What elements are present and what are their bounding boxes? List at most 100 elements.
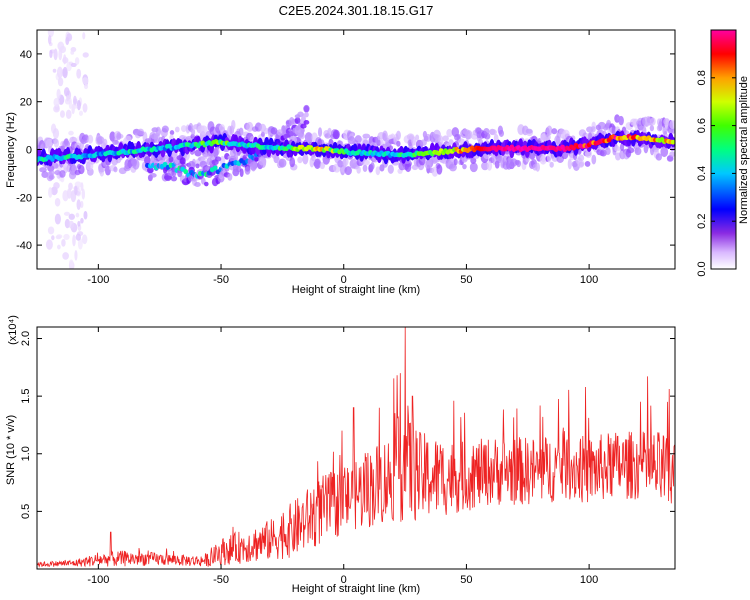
spectrogram-halo-cell	[584, 161, 591, 167]
spectrogram-halo-cell	[362, 164, 368, 172]
spectrogram-halo-cell	[423, 133, 432, 142]
spectrogram-noise-cell	[70, 50, 75, 55]
spectrogram-noise-cell	[80, 200, 84, 209]
spectrogram-halo-cell	[433, 129, 441, 140]
snr-y-tick-label: 1.0	[20, 446, 32, 461]
spectrogram-halo-cell	[510, 158, 518, 167]
spectrogram-halo-cell	[655, 153, 662, 161]
spectrogram-cells	[37, 30, 675, 269]
spectrogram-halo-cell	[78, 164, 85, 175]
snr-y-tick-label: 1.5	[20, 388, 32, 403]
spectrogram-halo-cell	[663, 118, 670, 126]
spectrogram-halo-cell	[48, 174, 55, 180]
spectrogram-x-tick-label: -50	[213, 274, 229, 286]
colorbar-label: Normalized spectral amplitude	[738, 76, 750, 224]
spectrogram-halo-cell	[516, 160, 522, 168]
spectrogram-cell	[289, 130, 295, 137]
spectrogram-halo-cell	[535, 162, 541, 172]
spectrogram-halo-cell	[649, 125, 655, 132]
spectrogram-noise-cell	[68, 182, 73, 191]
colorbar-ticks: 0.0 0.2 0.4 0.6 0.8	[696, 70, 736, 277]
snr-y-axis: 0.5 1.0 1.5 2.0	[20, 331, 675, 519]
spectrogram-noise-cell	[57, 77, 64, 87]
spectrogram-noise-cell	[56, 234, 63, 239]
spectrogram-halo-cell	[149, 173, 157, 178]
spectrogram-noise-cell	[53, 182, 60, 189]
spectrogram-halo-cell	[626, 147, 635, 154]
spectrogram-halo-cell	[39, 167, 47, 173]
spectrogram-noise-cell	[62, 66, 68, 79]
snr-x-tick-label: 0	[341, 574, 347, 586]
spectrogram-halo-cell	[584, 149, 593, 159]
colorbar-gradient	[710, 29, 737, 270]
spectrogram-noise-cell	[76, 199, 81, 211]
snr-x-tick-label: -100	[87, 574, 109, 586]
spectrogram-halo-cell	[249, 161, 258, 171]
spectrogram-halo-cell	[170, 175, 178, 182]
spectrogram-halo-cell	[619, 143, 625, 151]
spectrogram-halo-cell	[303, 104, 310, 113]
spectrogram-halo-cell	[354, 135, 362, 144]
spectrogram-halo-cell	[303, 120, 310, 125]
spectrogram-halo-cell	[242, 154, 247, 161]
spectrogram-halo-cell	[395, 130, 401, 140]
spectrogram-x-tick-label: 50	[460, 274, 472, 286]
spectrogram-halo-cell	[311, 154, 316, 162]
spectrogram-halo-cell	[180, 125, 187, 133]
spectrogram-halo-cell	[87, 134, 94, 144]
spectrogram-x-tick-label: 0	[341, 274, 347, 286]
spectrogram-noise-cell	[81, 188, 86, 200]
spectrogram-noise-cell	[74, 249, 78, 261]
spectrogram-halo-cell	[278, 158, 287, 168]
spectrogram-halo-cell	[227, 173, 233, 181]
spectrogram-halo-cell	[375, 166, 381, 176]
spectrogram-halo-cell	[616, 116, 624, 122]
snr-plot-area	[37, 327, 675, 569]
spectrogram-halo-cell	[302, 153, 309, 165]
spectrogram-halo-cell	[238, 127, 244, 136]
spectrogram-halo-cell	[204, 181, 209, 187]
spectrogram-halo-cell	[147, 166, 154, 174]
colorbar: 0.0 0.2 0.4 0.6 0.8 Normalized spectral ampl…	[696, 29, 750, 277]
spectrogram-halo-cell	[332, 129, 340, 140]
spectrogram-noise-cell	[83, 210, 88, 220]
spectrogram-y-label: Frequency (Hz)	[5, 112, 17, 188]
spectrogram-halo-cell	[387, 164, 394, 174]
spectrogram-noise-cell	[70, 62, 77, 68]
spectrogram-noise-cell	[63, 87, 70, 97]
spectrogram-noise-cell	[49, 49, 53, 59]
spectrogram-halo-cell	[187, 125, 192, 131]
spectrogram-noise-cell	[72, 104, 78, 109]
spectrogram-halo-cell	[297, 132, 304, 139]
spectrogram-halo-cell	[307, 133, 313, 143]
spectrogram-halo-cell	[549, 161, 554, 168]
spectrogram-noise-cell	[82, 52, 89, 58]
spectrogram-x-tick-label: -100	[87, 274, 109, 286]
spectrogram-noise-cell	[68, 213, 76, 220]
colorbar-tick-label: 0.8	[696, 70, 708, 85]
spectrogram-noise-cell	[53, 97, 60, 107]
spectrogram-noise-cell	[82, 32, 86, 40]
spectrogram-noise-cell	[65, 109, 72, 120]
spectrogram-noise-cell	[52, 68, 57, 73]
spectrogram-noise-cell	[80, 217, 84, 224]
spectrogram-halo-cell	[246, 121, 254, 132]
spectrogram-halo-cell	[199, 125, 208, 135]
spectrogram-x-label: Height of straight line (km)	[292, 284, 420, 296]
spectrogram-halo-cell	[551, 128, 558, 135]
spectrogram-halo-cell	[51, 162, 59, 169]
snr-x-axis: -100 -50 0 50 100	[87, 327, 598, 586]
spectrogram-halo-cell	[344, 166, 352, 176]
spectrogram-halo-cell	[59, 170, 66, 178]
spectrogram-halo-cell	[486, 160, 493, 171]
snr-y-tick-label: 0.5	[20, 504, 32, 519]
spectrogram-noise-cell	[63, 233, 70, 241]
spectrogram-halo-cell	[489, 129, 497, 136]
spectrogram-noise-cell	[58, 48, 63, 61]
spectrogram-halo-cell	[344, 156, 349, 166]
spectrogram-halo-cell	[270, 127, 278, 135]
spectrogram-halo-cell	[317, 127, 323, 138]
colorbar-tick-label: 0.6	[696, 118, 708, 133]
spectrogram-halo-cell	[458, 138, 465, 144]
spectrogram-halo-cell	[103, 138, 108, 147]
